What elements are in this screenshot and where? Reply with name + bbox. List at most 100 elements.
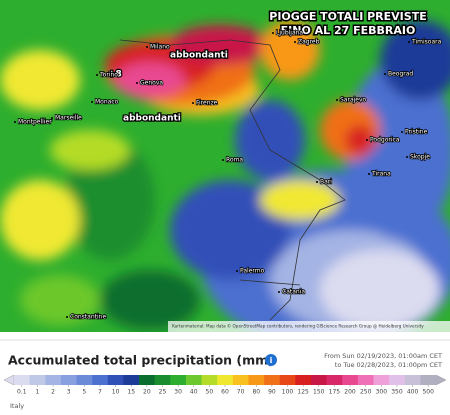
colorbar-cell — [326, 375, 343, 385]
city-dot — [236, 270, 238, 272]
colorbar-cell — [29, 375, 46, 385]
colorbar-tick-label: 60 — [221, 389, 229, 396]
city-label: Firenze — [196, 100, 218, 107]
colorbar-cell — [342, 375, 359, 385]
colorbar-tick-label: 25 — [159, 389, 167, 396]
colorbar-tick-label: 1 — [36, 389, 40, 396]
city-dot — [366, 139, 368, 141]
colorbar-tick-label: 350 — [391, 389, 403, 396]
colorbar-cell — [139, 375, 155, 385]
colorbar-cell — [154, 375, 171, 385]
colorbar-tick-label: 2 — [51, 389, 55, 396]
annotation: +8 — [108, 70, 122, 80]
colorbar-cell — [373, 375, 390, 385]
city-label: Montpellier — [18, 119, 52, 126]
city-dot — [136, 82, 138, 84]
city-labels: Ljubljana Zagreb Timisoara Milano Torino Geno… — [14, 29, 442, 321]
city-label: Torino — [99, 72, 118, 79]
city-dot — [384, 73, 386, 75]
city-dot — [336, 99, 338, 101]
attribution: Kartenmaterial: Map data © OpenStreetMap… — [172, 324, 424, 329]
colorbar-tick-label: 175 — [329, 389, 341, 396]
colorbar-cell — [14, 375, 30, 385]
city-label: Constantine — [70, 314, 106, 321]
city-label: Podgorica — [370, 137, 400, 144]
colorbar-cell — [357, 375, 374, 385]
city-dot — [96, 74, 98, 76]
colorbar-tick-label: 300 — [376, 389, 388, 396]
map-title-line1: PIOGGE TOTALI PREVISTE — [269, 10, 426, 23]
city-dot — [51, 117, 53, 119]
city-dot — [146, 46, 148, 48]
city-dot — [408, 41, 410, 43]
colorbar-tick-label: 15 — [127, 389, 135, 396]
city-dot — [316, 181, 318, 183]
city-label: Sarajevo — [340, 97, 367, 104]
period-from: From Sun 02/19/2023, 01:00am CET — [324, 352, 442, 360]
info-icon[interactable] — [265, 354, 277, 366]
city-label: Palermo — [240, 268, 265, 275]
city-label: Tirana — [371, 171, 391, 178]
city-dot — [66, 316, 68, 318]
colorbar-cell — [389, 375, 406, 385]
colorbar-tick-label: 70 — [237, 389, 245, 396]
city-label: Milano — [150, 44, 170, 51]
city-label: Monaco — [95, 99, 119, 106]
city-label: Marseille — [55, 115, 82, 122]
colorbar-arrow-right — [435, 374, 447, 386]
city-label: Zagreb — [298, 39, 320, 46]
city-label: Skopje — [410, 154, 430, 161]
colorbar-cell — [404, 375, 421, 385]
colorbar-cell — [60, 375, 77, 385]
colorbar-arrow-left — [3, 374, 15, 386]
colorbar-tick-label: 250 — [360, 389, 372, 396]
city-label: Timisoara — [411, 39, 442, 46]
colorbar-cell — [185, 375, 202, 385]
colorbar-tick-label: 40 — [190, 389, 198, 396]
colorbar: 0.1 1 2 3 5 7 10 15 20 25 30 40 50 60 70 80 90 100 125 150 1… — [3, 374, 447, 396]
info-icon-glyph: i — [270, 356, 273, 365]
attribution-bg — [168, 321, 450, 332]
legend-title: Accumulated total precipitation (mm) — [8, 353, 274, 368]
city-label: Genova — [140, 80, 163, 87]
city-dot — [272, 32, 274, 34]
colorbar-cell — [217, 375, 234, 385]
city-label: Beograd — [388, 71, 413, 78]
colorbar-cell — [420, 375, 437, 385]
city-label: Bari — [320, 179, 332, 186]
colorbar-cell — [123, 375, 140, 385]
city-label: Catania — [282, 289, 305, 296]
colorbar-tick-label: 7 — [98, 389, 102, 396]
colorbar-cell — [295, 375, 312, 385]
colorbar-cell — [232, 375, 249, 385]
colorbar-tick-label: 30 — [174, 389, 182, 396]
city-label: Pristine — [405, 129, 428, 136]
colorbar-tick-label: 0.1 — [17, 389, 27, 396]
colorbar-tick-label: 150 — [313, 389, 325, 396]
annotation: abbondanti — [170, 51, 228, 61]
colorbar-tick-label: 5 — [82, 389, 86, 396]
city-label: Ljubljana — [276, 30, 303, 37]
city-dot — [192, 102, 194, 104]
period-to: to Tue 02/28/2023, 01:00pm CET — [335, 361, 442, 369]
city-dot — [278, 291, 280, 293]
city-dot — [294, 41, 296, 43]
precipitation-map: PIOGGE TOTALI PREVISTE FINO AL 27 FEBBRA… — [0, 0, 450, 332]
region-label: Italy — [10, 402, 24, 410]
annotation: abbondanti — [123, 114, 181, 124]
colorbar-tick-label: 125 — [297, 389, 309, 396]
colorbar-tick-label: 90 — [268, 389, 276, 396]
colorbar-tick-label: 400 — [407, 389, 419, 396]
colorbar-tick-label: 200 — [344, 389, 356, 396]
colorbar-tick-label: 20 — [143, 389, 151, 396]
city-dot — [222, 159, 224, 161]
colorbar-cell — [264, 375, 281, 385]
colorbar-tick-label: 50 — [206, 389, 214, 396]
colorbar-cell — [310, 375, 327, 385]
city-dot — [14, 121, 16, 123]
colorbar-tick-label: 3 — [67, 389, 71, 396]
colorbar-cell — [107, 375, 124, 385]
city-dot — [368, 173, 370, 175]
city-label: Roma — [226, 157, 243, 164]
